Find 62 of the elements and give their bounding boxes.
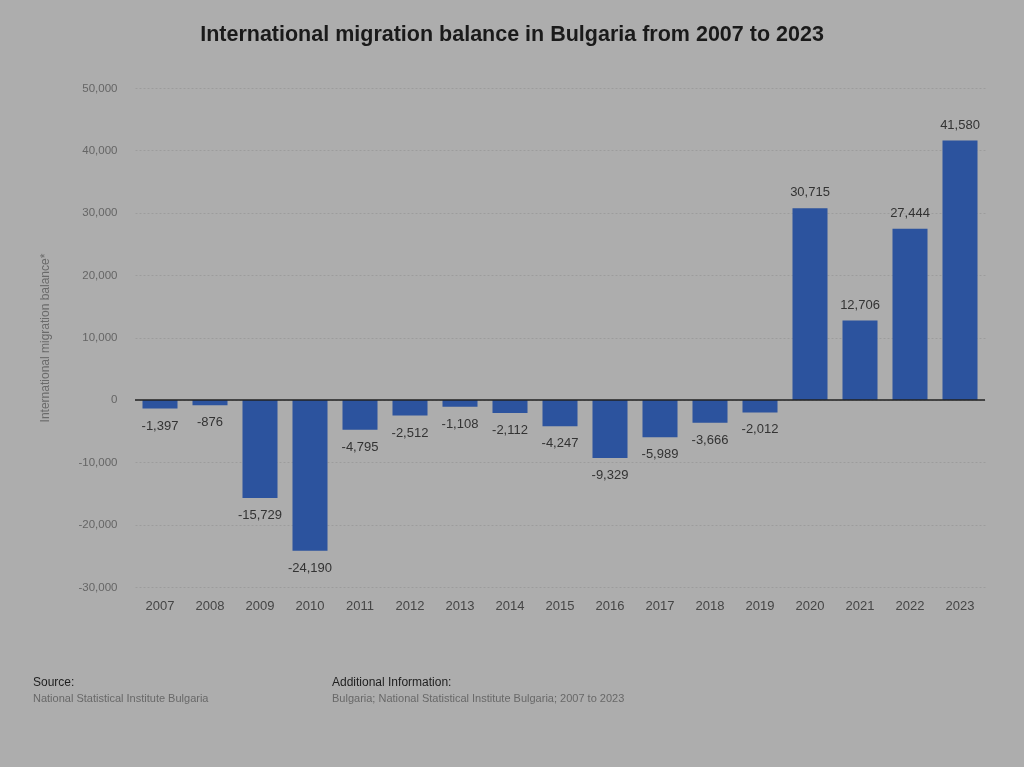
y-tick-label: 10,000 [82, 331, 118, 343]
data-label: -5,989 [641, 446, 679, 462]
data-label: -3,666 [691, 431, 729, 447]
data-label: -9,329 [591, 467, 629, 483]
data-label: -2,512 [391, 424, 429, 440]
text: National Statistical Institute Bulgaria [33, 692, 209, 704]
source-note: Source: [33, 675, 75, 689]
y-axis-title: International migration balance* [38, 253, 53, 423]
data-label: 27,444 [890, 204, 930, 220]
data-label: 12,706 [840, 296, 880, 312]
bar [592, 399, 628, 459]
x-tick-label: 2014 [495, 597, 525, 613]
y-tick-label: 0 [111, 393, 118, 406]
text: Additional Information: [332, 675, 452, 689]
bar [642, 399, 678, 438]
y-tick-label: -10,000 [78, 455, 118, 468]
y-tick-label: 40,000 [82, 143, 118, 156]
x-tick-label: 2019 [745, 597, 775, 613]
bar [242, 399, 278, 498]
x-tick-label: 2023 [945, 597, 975, 613]
data-label: -1,397 [141, 417, 179, 433]
x-tick-label: 2018 [695, 597, 725, 613]
x-tick-label: 2021 [845, 597, 875, 613]
bar [892, 228, 928, 400]
y-tick-label: -30,000 [78, 580, 118, 593]
x-tick-label: 2017 [645, 597, 675, 613]
data-label: -4,247 [541, 435, 579, 451]
bar [842, 320, 878, 400]
x-tick-label: 2007 [145, 597, 175, 613]
x-tick-label: 2011 [346, 597, 374, 613]
data-label: -15,729 [237, 506, 283, 522]
bar [492, 399, 528, 414]
bar [342, 399, 378, 430]
x-tick-label: 2012 [395, 597, 425, 613]
text: Bulgaria; National Statistical Institute Bulgaria; 2007 to 2023 [332, 692, 625, 704]
data-label: -4,795 [341, 438, 379, 454]
bar [542, 399, 578, 427]
data-label: -2,112 [492, 422, 528, 438]
y-tick-label: -20,000 [78, 518, 118, 531]
bar [942, 140, 978, 400]
data-label: -1,108 [441, 415, 479, 431]
x-tick-label: 2022 [895, 597, 925, 613]
bar [292, 399, 328, 551]
x-tick-label: 2008 [195, 597, 225, 613]
data-label: 30,715 [790, 184, 830, 200]
x-tick-label: 2020 [795, 597, 825, 613]
x-tick-label: 2013 [445, 597, 475, 613]
data-label: -876 [196, 414, 224, 430]
bar [392, 399, 428, 416]
y-tick-label: 20,000 [82, 268, 118, 281]
data-label: -2,012 [741, 421, 779, 437]
x-tick-label: 2010 [295, 597, 325, 613]
y-tick-label: 50,000 [82, 81, 118, 94]
data-label: -24,190 [287, 559, 333, 575]
chart-title: International migration balance in Bulgaria from 2007 to 2023 [200, 21, 824, 46]
y-tick-label: 30,000 [82, 206, 118, 219]
data-label: 41,580 [940, 116, 980, 132]
x-tick-label: 2015 [545, 597, 575, 613]
bar [792, 208, 828, 400]
bar [692, 399, 728, 423]
x-tick-label: 2016 [595, 597, 625, 613]
x-tick-label: 2009 [245, 597, 275, 613]
